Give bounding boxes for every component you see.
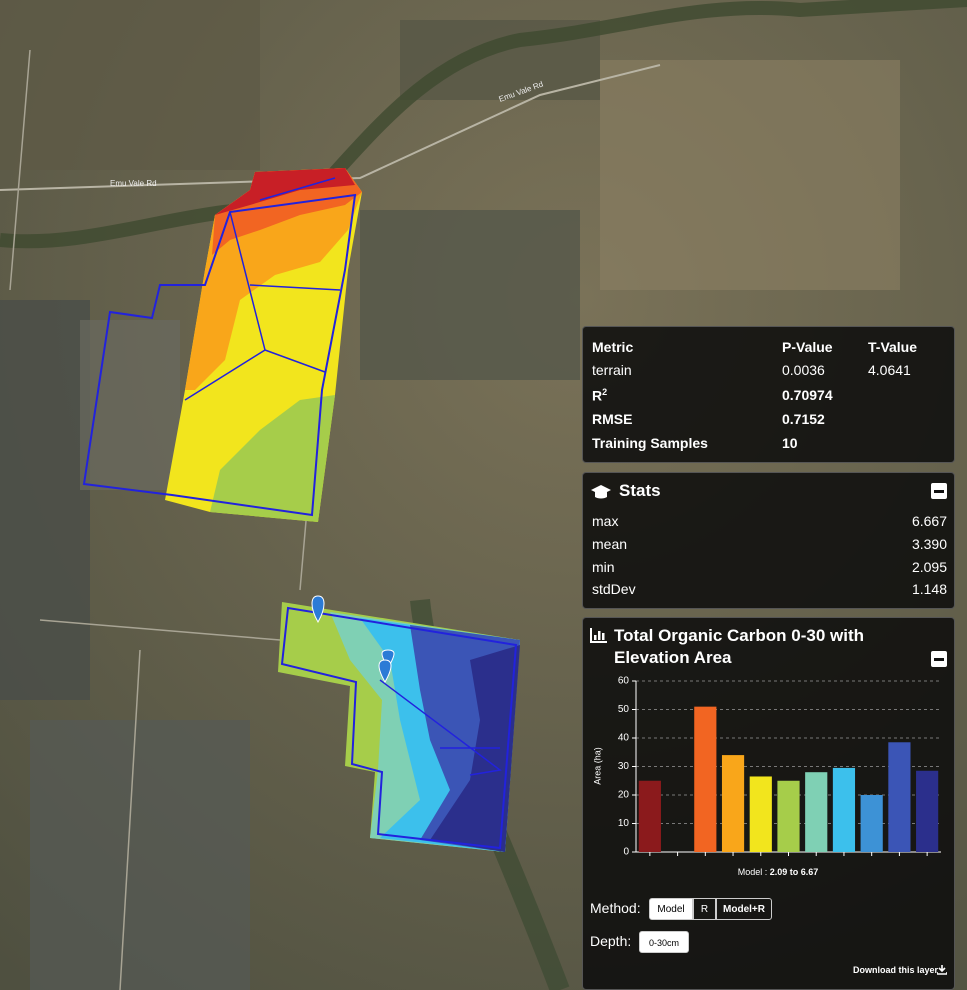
collapse-button[interactable] bbox=[931, 651, 947, 667]
map-markers bbox=[311, 595, 395, 684]
y-tick-label: 30 bbox=[618, 761, 630, 772]
y-tick-label: 60 bbox=[618, 676, 630, 687]
bar bbox=[860, 795, 883, 852]
superscript: 2 bbox=[602, 387, 608, 397]
road-label: Emu Vale Rd bbox=[110, 179, 157, 188]
layer-zone bbox=[430, 645, 520, 852]
layer-zone bbox=[215, 168, 355, 215]
depth-button[interactable]: 0-30cm bbox=[639, 931, 689, 953]
stat-name: mean bbox=[592, 536, 628, 552]
y-tick-label: 50 bbox=[618, 704, 630, 715]
road bbox=[0, 64, 661, 191]
p-value: 0.7152 bbox=[782, 411, 825, 427]
chart: Area (ha) Model : 2.09 to 6.67 0 10 20 30 40… bbox=[592, 676, 941, 877]
y-tick-label: 0 bbox=[623, 847, 629, 858]
panel-title: Total Organic Carbon 0-30 with Elevation… bbox=[614, 626, 864, 667]
stats-icon bbox=[591, 485, 611, 499]
download-icon[interactable] bbox=[937, 965, 947, 975]
map-marker[interactable] bbox=[378, 659, 392, 684]
method-label: Method: bbox=[590, 900, 641, 916]
method-button[interactable]: Model+R bbox=[716, 898, 772, 920]
panel-title: Stats bbox=[619, 481, 661, 500]
layer-zone bbox=[210, 395, 335, 522]
y-axis-label: Area (ha) bbox=[592, 747, 602, 785]
metrics-panel: Metric P-Value T-Value terrain 0.0036 4.… bbox=[582, 326, 955, 463]
field-boundary bbox=[280, 606, 518, 850]
bar bbox=[721, 755, 745, 852]
bar bbox=[777, 780, 800, 852]
depth-label: Depth: bbox=[590, 933, 632, 949]
metric-name: terrain bbox=[592, 362, 632, 378]
map-marker[interactable] bbox=[311, 595, 325, 624]
bar bbox=[638, 780, 661, 852]
method-button[interactable]: R bbox=[693, 898, 716, 920]
table-header: T-Value bbox=[868, 339, 918, 355]
x-axis-label-prefix: Model : bbox=[738, 867, 768, 877]
bar bbox=[888, 742, 911, 852]
chart-icon bbox=[590, 628, 607, 643]
y-tick-label: 10 bbox=[618, 818, 630, 829]
x-axis-label: Model : 2.09 to 6.67 bbox=[738, 867, 819, 877]
river bbox=[0, 0, 967, 249]
stat-name: stdDev bbox=[592, 581, 636, 597]
t-value: 4.0641 bbox=[868, 362, 911, 378]
field bbox=[0, 300, 90, 700]
download-link[interactable]: Download this layer bbox=[852, 965, 938, 975]
layer-zone bbox=[212, 168, 362, 255]
metric-name: R2 bbox=[592, 387, 607, 404]
stat-value: 2.095 bbox=[911, 559, 947, 575]
metric-name-text: R bbox=[592, 387, 603, 404]
field bbox=[600, 60, 900, 290]
bar bbox=[805, 772, 828, 852]
map-marker[interactable] bbox=[381, 649, 395, 670]
bar bbox=[694, 706, 717, 852]
table-header: Metric bbox=[592, 339, 634, 355]
p-value: 10 bbox=[782, 435, 798, 451]
stat-value: 3.390 bbox=[911, 536, 947, 552]
stat-value: 1.148 bbox=[911, 581, 947, 597]
method-button[interactable]: Model bbox=[649, 898, 693, 920]
stat-name: max bbox=[592, 513, 619, 529]
y-tick-label: 40 bbox=[618, 733, 630, 744]
field-boundary bbox=[379, 679, 502, 776]
road bbox=[9, 49, 321, 990]
x-axis-label-range: 2.09 to 6.67 bbox=[770, 867, 819, 877]
field-boundary bbox=[184, 177, 341, 401]
table-header: P-Value bbox=[782, 339, 833, 355]
stats-panel: Stats max 6.667 mean 3.390 min 2.095 std… bbox=[582, 472, 955, 609]
field bbox=[0, 0, 260, 170]
collapse-button[interactable] bbox=[931, 483, 947, 499]
stat-value: 6.667 bbox=[911, 513, 947, 529]
stat-name: min bbox=[592, 559, 615, 575]
field-boundary bbox=[82, 193, 357, 517]
field bbox=[360, 210, 580, 380]
bar bbox=[749, 776, 772, 852]
bar bbox=[832, 767, 856, 852]
p-value: 0.0036 bbox=[782, 362, 825, 378]
y-tick-label: 20 bbox=[618, 790, 630, 801]
metric-name: RMSE bbox=[592, 411, 633, 427]
bar bbox=[916, 770, 939, 852]
p-value: 0.70974 bbox=[782, 387, 833, 403]
metric-name: Training Samples bbox=[592, 435, 708, 451]
field bbox=[30, 720, 250, 990]
